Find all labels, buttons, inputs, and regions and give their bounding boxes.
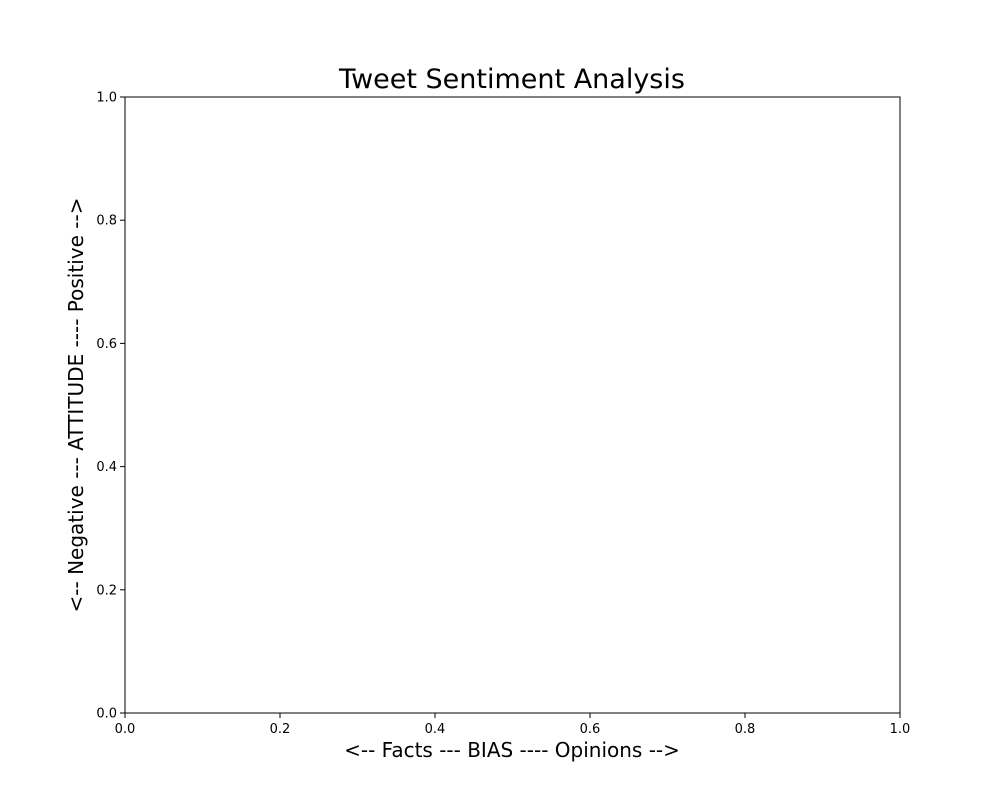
y-tick-label: 0.4 bbox=[96, 460, 117, 475]
x-tick-label: 0.0 bbox=[115, 722, 136, 737]
y-tick-label: 0.6 bbox=[96, 337, 117, 352]
y-tick-label: 1.0 bbox=[96, 91, 117, 106]
y-axis-title: <-- Negative --- ATTITUDE ---- Positive … bbox=[64, 198, 88, 613]
x-tick-label: 0.8 bbox=[735, 722, 756, 737]
x-tick-label: 0.6 bbox=[580, 722, 601, 737]
x-tick-label: 1.0 bbox=[890, 722, 911, 737]
x-tick-label: 0.4 bbox=[425, 722, 446, 737]
y-tick-label: 0.8 bbox=[96, 214, 117, 229]
x-axis-title: <-- Facts --- BIAS ---- Opinions --> bbox=[344, 738, 680, 762]
y-axis-ticks: 0.0 0.2 0.4 0.6 0.8 1.0 bbox=[96, 91, 125, 722]
y-tick-label: 0.0 bbox=[96, 707, 117, 722]
chart-title: Tweet Sentiment Analysis bbox=[338, 64, 685, 95]
y-tick-label: 0.2 bbox=[96, 583, 117, 598]
x-tick-label: 0.2 bbox=[270, 722, 291, 737]
plot-area bbox=[124, 96, 901, 714]
plot-frame bbox=[124, 96, 901, 714]
x-axis-ticks: 0.0 0.2 0.4 0.6 0.8 1.0 bbox=[115, 713, 911, 737]
